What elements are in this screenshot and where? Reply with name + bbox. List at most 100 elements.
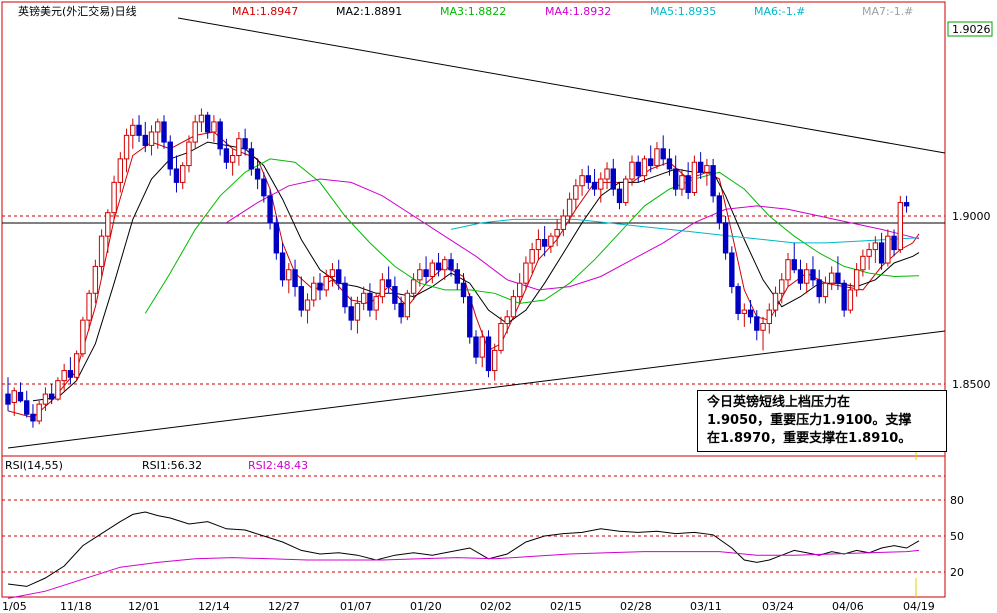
- candle: [286, 263, 292, 294]
- rsi-ytick-20: 20: [950, 566, 964, 579]
- candle: [105, 209, 111, 253]
- rsi1-label: RSI1:56.32: [142, 459, 202, 472]
- candle: [11, 387, 17, 416]
- candle: [785, 252, 791, 287]
- candle: [616, 182, 623, 210]
- candle: [623, 175, 629, 206]
- ma-label-6: MA6:-1.#: [754, 5, 805, 18]
- candle: [130, 118, 136, 149]
- rsi-panel-frame: [1, 455, 946, 598]
- candle: [323, 269, 329, 297]
- candle: [679, 168, 685, 196]
- candle: [142, 121, 148, 153]
- candlestick-layer: [5, 108, 910, 428]
- candle: [560, 209, 567, 237]
- candle: [392, 276, 398, 311]
- candle: [529, 242, 535, 274]
- rsi2-label: RSI2:48.43: [248, 459, 308, 472]
- candle: [236, 132, 242, 166]
- candle: [523, 256, 529, 290]
- candle: [161, 115, 167, 149]
- rsi-line-2: [7, 549, 920, 599]
- ma-label-5: MA5:1.8935: [650, 5, 716, 18]
- candle: [735, 283, 741, 321]
- candle: [155, 118, 161, 149]
- candle: [298, 276, 304, 317]
- candle: [24, 390, 30, 418]
- chart-title: 英镑美元(外汇交易)日线: [18, 4, 137, 18]
- candle: [329, 263, 336, 287]
- candle: [17, 382, 24, 403]
- lower-trendline: [7, 330, 946, 449]
- candle: [92, 259, 99, 304]
- candle: [173, 155, 180, 193]
- candle: [111, 175, 117, 220]
- candle: [242, 128, 248, 156]
- candle: [866, 242, 872, 270]
- candle: [342, 276, 348, 314]
- candle: [42, 387, 49, 411]
- ma-label-7: MA7:-1.#: [862, 5, 913, 18]
- candle: [828, 266, 835, 290]
- candle: [629, 155, 635, 186]
- candle: [816, 269, 822, 304]
- candle: [641, 155, 648, 183]
- last-price-box: [947, 21, 993, 37]
- ma-label-4: MA4:1.8932: [545, 5, 611, 18]
- candle: [410, 273, 417, 300]
- xtick-label: 04/19: [903, 600, 935, 613]
- candle: [604, 162, 610, 190]
- candle: [467, 293, 473, 344]
- analysis-note-line-1: 今日英镑短线上档压力在: [707, 395, 851, 410]
- analysis-note-line-2: 1.9050，重要压力1.9100。支撑: [707, 413, 912, 428]
- ytick-1: 1.9000: [952, 210, 991, 223]
- candle: [548, 232, 554, 253]
- candle: [691, 155, 698, 196]
- candle: [473, 330, 479, 364]
- candle: [80, 316, 86, 358]
- candle: [417, 263, 423, 287]
- candle: [654, 142, 660, 169]
- candle: [479, 330, 485, 368]
- candle: [254, 158, 261, 190]
- candle: [273, 216, 280, 260]
- candle: [148, 125, 155, 156]
- ma-line-4: [226, 178, 920, 291]
- ma-label-1: MA1:1.8947: [232, 5, 298, 18]
- candle: [67, 357, 74, 384]
- candle: [716, 192, 723, 230]
- ma-label-3: MA3:1.8822: [440, 5, 506, 18]
- analysis-note-line-3: 在1.8970，重要支撑在1.8910。: [707, 431, 912, 446]
- candle: [797, 259, 804, 290]
- candle: [860, 249, 866, 277]
- candle: [804, 263, 810, 294]
- candle: [729, 246, 735, 294]
- xtick-label: 01/20: [410, 600, 442, 613]
- candle: [211, 115, 217, 143]
- candle: [223, 138, 230, 169]
- candle: [180, 162, 186, 190]
- xtick-label: 04/06: [832, 600, 864, 613]
- candle: [204, 111, 211, 139]
- candle: [747, 300, 754, 324]
- candle: [73, 350, 80, 381]
- candle: [261, 172, 267, 203]
- candle: [704, 158, 710, 186]
- rsi-ytick-80: 80: [950, 494, 964, 507]
- candle: [697, 152, 704, 180]
- xtick-label: 01/07: [340, 600, 372, 613]
- rsi-line-1: [7, 511, 920, 587]
- candle: [579, 168, 585, 196]
- candle: [822, 276, 829, 304]
- candle: [754, 310, 760, 341]
- candle: [492, 343, 498, 381]
- rsi-line-layer: [7, 511, 920, 599]
- candle: [610, 158, 616, 196]
- candle: [885, 229, 891, 267]
- candle: [448, 252, 454, 277]
- candle: [48, 384, 55, 405]
- candle: [648, 145, 654, 173]
- candle: [354, 296, 361, 334]
- candle: [36, 400, 42, 425]
